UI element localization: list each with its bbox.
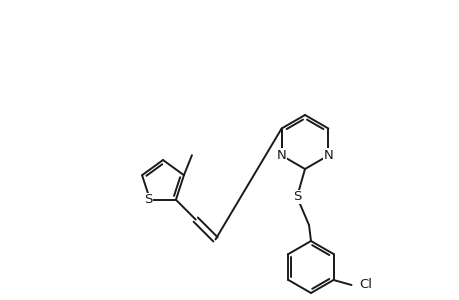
Text: S: S	[292, 190, 301, 203]
Text: N: N	[276, 149, 286, 162]
Text: S: S	[144, 193, 152, 206]
Text: N: N	[323, 149, 332, 162]
Text: Cl: Cl	[359, 278, 372, 292]
